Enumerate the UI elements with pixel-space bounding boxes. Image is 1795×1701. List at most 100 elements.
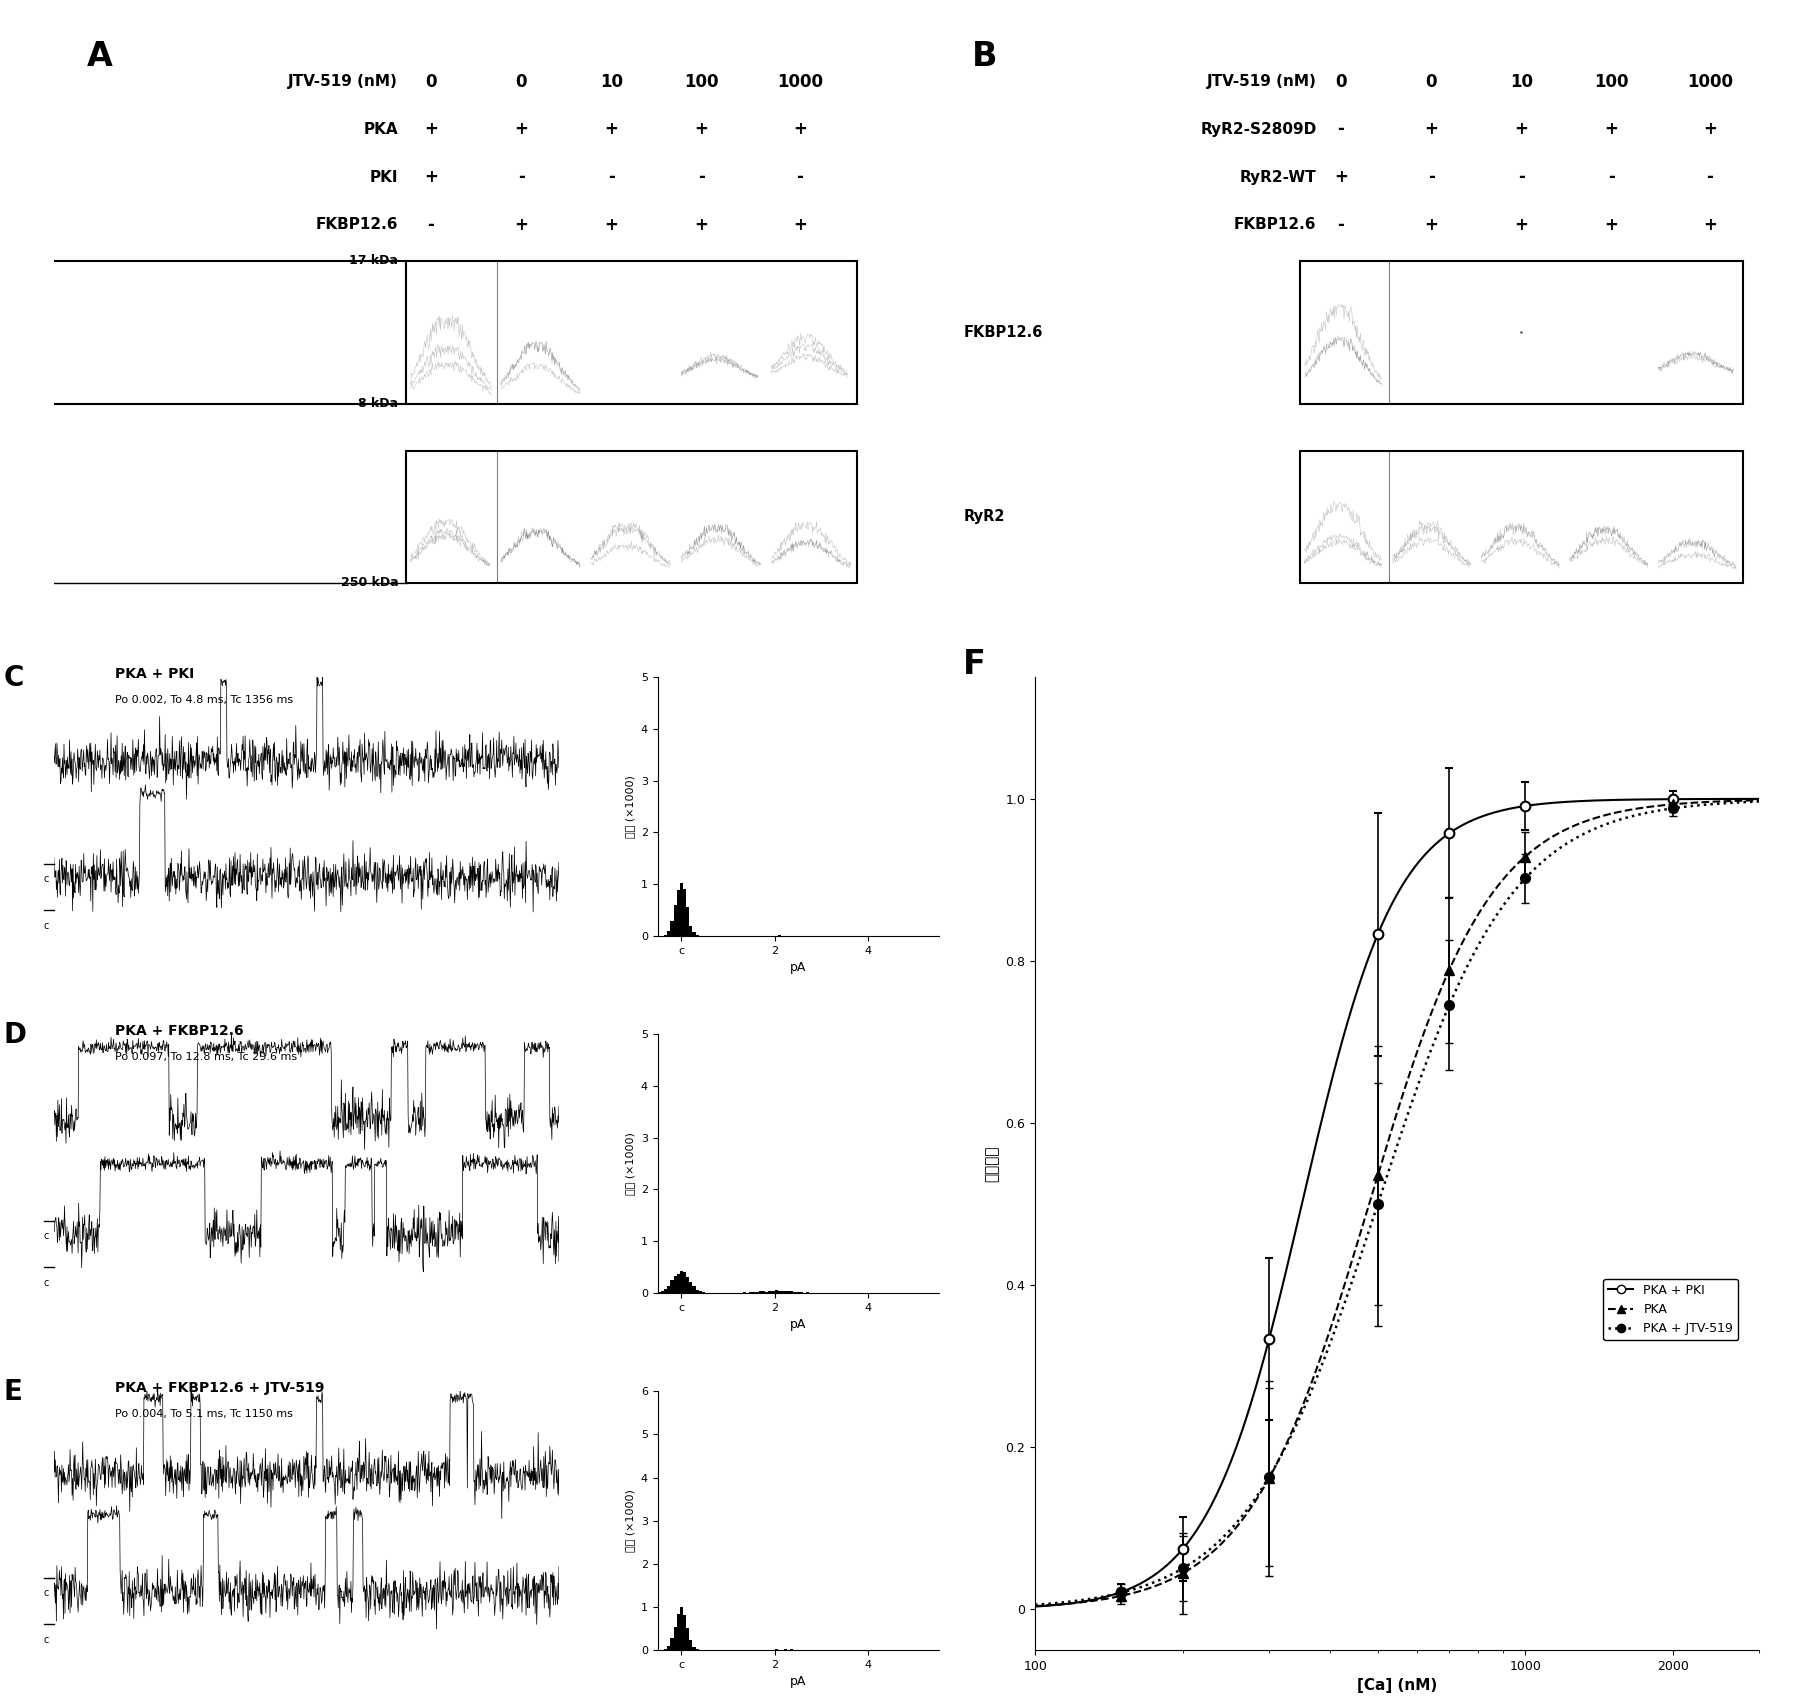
Bar — [689, 1283, 693, 1293]
Bar — [784, 1291, 788, 1293]
Bar — [790, 1291, 793, 1293]
Text: 10: 10 — [1510, 73, 1533, 90]
Text: c: c — [43, 1232, 48, 1242]
Text: -: - — [517, 168, 524, 185]
X-axis label: [Ca] (nM): [Ca] (nM) — [1357, 1679, 1438, 1692]
Text: +: + — [793, 216, 806, 233]
Text: RyR2-S2809D: RyR2-S2809D — [1201, 122, 1316, 136]
Text: -: - — [1707, 168, 1714, 185]
Bar — [696, 1289, 698, 1293]
Bar — [761, 1291, 765, 1293]
Text: c: c — [43, 1589, 48, 1597]
Text: c: c — [43, 920, 48, 930]
Text: RyR2: RyR2 — [964, 509, 1005, 524]
Bar — [673, 905, 677, 936]
Text: +: + — [1515, 121, 1528, 138]
Text: Po 0.097, To 12.8 ms, Tc 29.6 ms: Po 0.097, To 12.8 ms, Tc 29.6 ms — [115, 1053, 296, 1063]
X-axis label: pA: pA — [790, 1675, 806, 1689]
Bar — [668, 1286, 670, 1293]
Text: +: + — [1703, 216, 1716, 233]
Text: +: + — [605, 121, 617, 138]
Text: -: - — [1337, 121, 1344, 138]
Y-axis label: 事件 (×1000): 事件 (×1000) — [625, 1133, 635, 1196]
Text: -: - — [427, 216, 434, 233]
Bar — [686, 1277, 689, 1293]
Text: 17 kDa: 17 kDa — [350, 253, 398, 267]
Text: 1000: 1000 — [1687, 73, 1732, 90]
Text: RyR2-WT: RyR2-WT — [1240, 170, 1316, 185]
Bar — [664, 1289, 668, 1293]
Text: PKA + FKBP12.6: PKA + FKBP12.6 — [115, 1024, 242, 1038]
Text: +: + — [424, 168, 438, 185]
Bar — [759, 1291, 761, 1293]
X-axis label: pA: pA — [790, 961, 806, 975]
Bar — [668, 930, 670, 936]
Text: B: B — [973, 41, 998, 73]
Text: 100: 100 — [1594, 73, 1628, 90]
Bar — [772, 1291, 774, 1293]
Text: -: - — [1427, 168, 1434, 185]
Bar — [693, 932, 696, 936]
Text: 10: 10 — [600, 73, 623, 90]
Text: -: - — [1608, 168, 1616, 185]
Y-axis label: 开放概率: 开放概率 — [985, 1145, 1000, 1182]
Bar — [670, 1638, 673, 1650]
Bar — [689, 1640, 693, 1650]
Bar — [673, 1626, 677, 1650]
Text: +: + — [424, 121, 438, 138]
Text: c: c — [43, 874, 48, 885]
Bar — [677, 1614, 680, 1650]
Bar — [680, 1607, 684, 1650]
Bar — [774, 1289, 777, 1293]
Text: 1000: 1000 — [777, 73, 822, 90]
Text: +: + — [1605, 216, 1619, 233]
Text: -: - — [1519, 168, 1524, 185]
Bar — [680, 883, 684, 936]
Text: +: + — [1423, 121, 1438, 138]
Text: A: A — [86, 41, 113, 73]
Bar — [677, 1274, 680, 1293]
Bar — [684, 890, 686, 936]
Bar — [686, 907, 689, 936]
Text: PKA + PKI: PKA + PKI — [115, 667, 194, 680]
Bar — [693, 1647, 696, 1650]
Text: -: - — [797, 168, 804, 185]
Text: Po 0.004, To 5.1 ms, Tc 1150 ms: Po 0.004, To 5.1 ms, Tc 1150 ms — [115, 1410, 293, 1419]
Bar — [768, 1291, 772, 1293]
Y-axis label: 事件 (×1000): 事件 (×1000) — [625, 1488, 635, 1551]
Legend: PKA + PKI, PKA, PKA + JTV-519: PKA + PKI, PKA, PKA + JTV-519 — [1603, 1279, 1738, 1340]
Bar — [406, 260, 858, 403]
Text: +: + — [1334, 168, 1348, 185]
Text: 0: 0 — [1335, 73, 1346, 90]
Text: FKBP12.6: FKBP12.6 — [1233, 218, 1316, 233]
Text: +: + — [695, 121, 709, 138]
Text: +: + — [513, 121, 528, 138]
Bar — [693, 1286, 696, 1293]
Bar — [684, 1616, 686, 1650]
Text: F: F — [962, 648, 985, 680]
Text: -: - — [698, 168, 705, 185]
Text: FKBP12.6: FKBP12.6 — [316, 218, 398, 233]
Bar — [1300, 260, 1743, 403]
Text: Po 0.002, To 4.8 ms, Tc 1356 ms: Po 0.002, To 4.8 ms, Tc 1356 ms — [115, 696, 293, 706]
Bar — [661, 1291, 664, 1293]
Text: +: + — [605, 216, 617, 233]
Bar — [668, 1647, 670, 1650]
Text: PKA: PKA — [364, 122, 398, 136]
Bar — [689, 925, 693, 936]
Y-axis label: 事件 (×1000): 事件 (×1000) — [625, 776, 635, 839]
Text: +: + — [1515, 216, 1528, 233]
Text: 0: 0 — [515, 73, 528, 90]
Bar — [686, 1628, 689, 1650]
Text: D: D — [4, 1021, 27, 1050]
Bar — [788, 1291, 790, 1293]
Text: 8 kDa: 8 kDa — [359, 396, 398, 410]
Bar — [670, 920, 673, 936]
Text: JTV-519 (nM): JTV-519 (nM) — [289, 75, 398, 88]
Text: PKI: PKI — [370, 170, 398, 185]
Text: +: + — [1423, 216, 1438, 233]
Bar — [680, 1271, 684, 1293]
Text: -: - — [609, 168, 614, 185]
Text: -: - — [1337, 216, 1344, 233]
Bar — [673, 1276, 677, 1293]
